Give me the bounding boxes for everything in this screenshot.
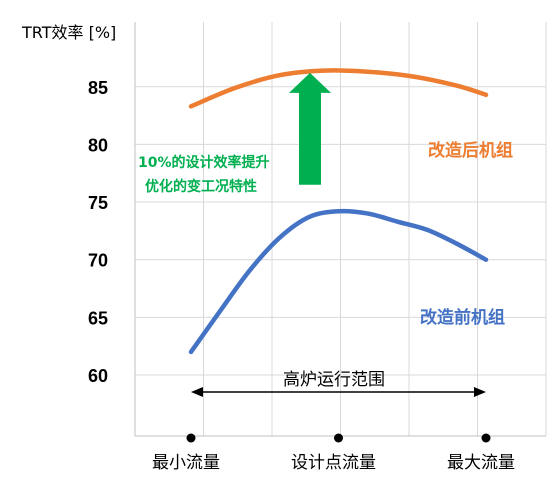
x-tick-dot	[186, 433, 196, 443]
operating-range-label: 高炉运行范围	[283, 370, 385, 390]
improvement-text-line2: 优化的变工况特性	[145, 178, 257, 195]
range-arrowhead-left	[191, 387, 203, 397]
x-tick-dot	[334, 433, 343, 443]
x-tick-label: 设计点流量	[291, 453, 376, 473]
range-arrowhead-right	[474, 387, 486, 397]
y-tick-label: 65	[88, 308, 108, 328]
y-tick-labels: 60 65 70 75 80 85	[88, 78, 108, 386]
series-line-2	[188, 208, 489, 355]
x-tick-dot	[481, 433, 491, 443]
series-label-2: 改造前机组	[420, 307, 505, 328]
chart-annotations: 10%的设计效率提升 优化的变工况特性 高炉运行范围	[138, 72, 486, 397]
y-tick-label: 85	[88, 78, 108, 98]
y-axis-label: TRT效率 [%]	[21, 23, 116, 42]
y-tick-label: 70	[88, 251, 108, 271]
x-tick-label: 最大流量	[447, 453, 515, 473]
x-tick-label: 最小流量	[152, 453, 220, 473]
y-tick-label: 75	[88, 193, 108, 213]
y-tick-label: 60	[88, 366, 108, 386]
x-ticks: 最小流量 设计点流量 最大流量	[152, 433, 515, 473]
series-line-1	[188, 68, 489, 109]
y-tick-label: 80	[88, 135, 108, 155]
improvement-arrow	[289, 72, 331, 185]
improvement-text-line1: 10%的设计效率提升	[138, 154, 270, 171]
series-label-1: 改造后机组	[428, 140, 513, 161]
